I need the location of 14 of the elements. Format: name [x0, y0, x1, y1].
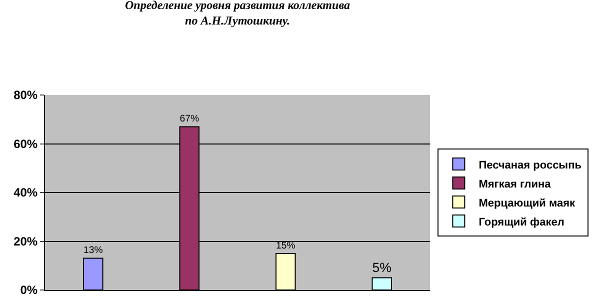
data-label: 67%	[180, 114, 200, 125]
legend-label: Мягкая глина	[478, 178, 552, 190]
y-tick-label: 80%	[14, 88, 38, 102]
data-label: 13%	[84, 245, 104, 256]
chart-title: Определение уровня развития коллектива по А.Н.Лутошкину.	[125, 0, 350, 28]
data-label: 15%	[276, 240, 296, 252]
y-tick-label: 0%	[20, 283, 38, 298]
y-tick-label: 60%	[14, 136, 38, 151]
data-label: 5%	[372, 260, 392, 275]
y-tick-label: 20%	[14, 234, 38, 248]
legend-label: Песчаная россыпь	[478, 159, 582, 172]
legend-label: Мерцающий маяк	[478, 197, 576, 210]
legend-label: Горящий факел	[478, 216, 564, 228]
y-tick-label: 40%	[14, 186, 38, 200]
